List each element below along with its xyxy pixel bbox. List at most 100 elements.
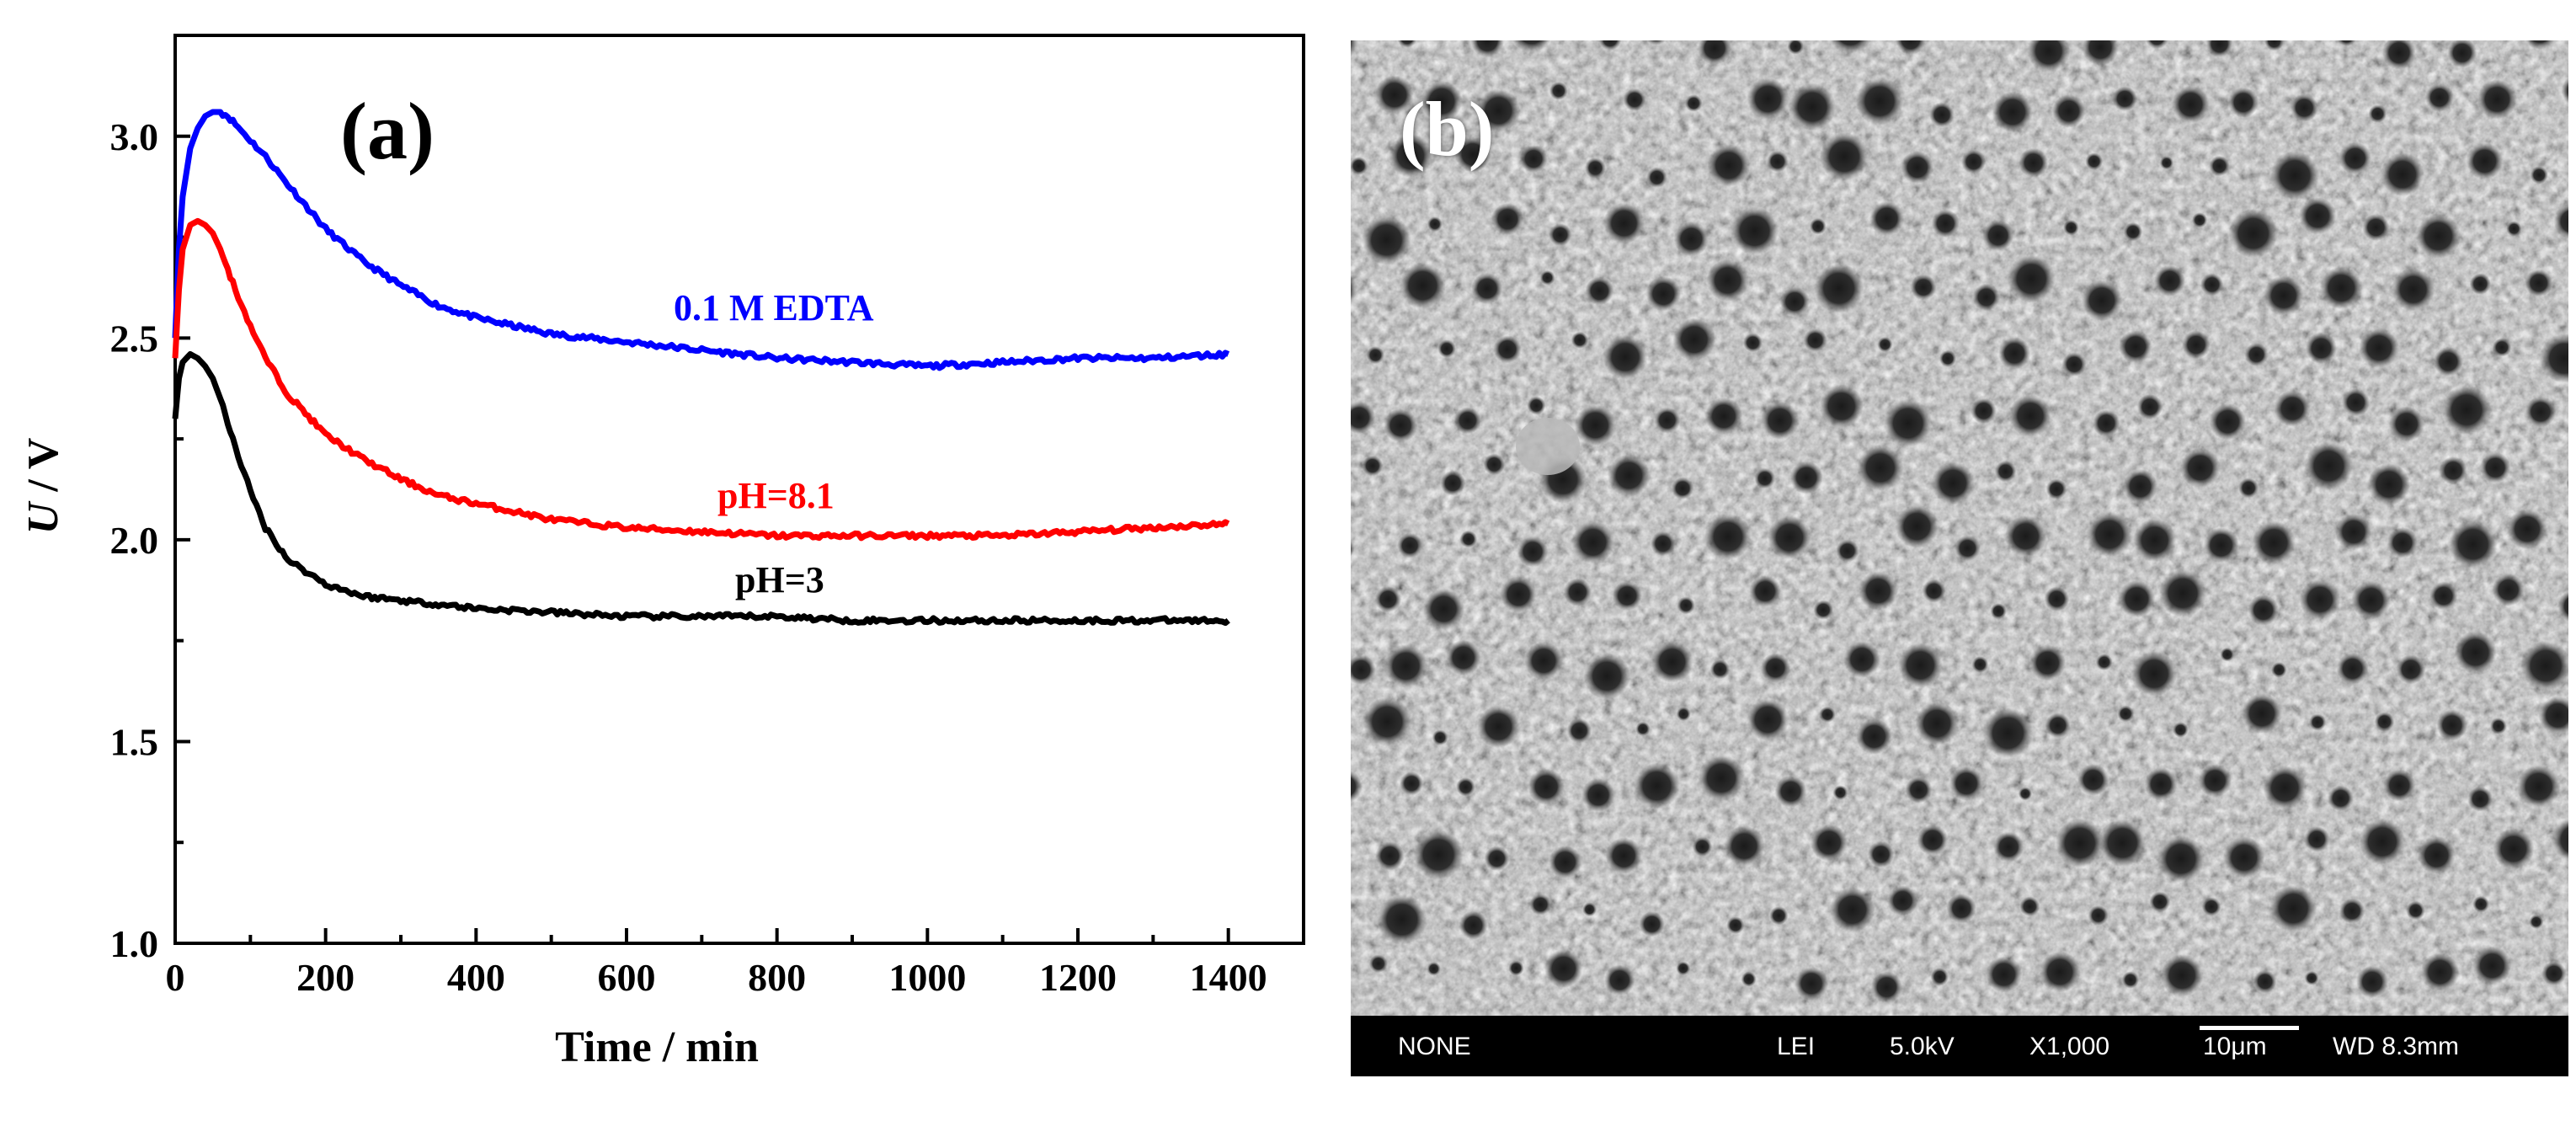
sem-detector: LEI: [1777, 1033, 1816, 1060]
sem-pore: [1376, 894, 1427, 945]
sem-pore: [1470, 40, 1504, 58]
sem-pore: [1539, 270, 1555, 286]
sem-pore: [2433, 346, 2463, 376]
sem-pore: [1766, 150, 1789, 173]
sem-pore: [2019, 896, 2040, 917]
sem-pore: [2082, 40, 2119, 66]
sem-pore: [2388, 406, 2424, 442]
sem-pore: [1645, 276, 1682, 312]
sem-pore: [2077, 764, 2109, 796]
sem-pore: [1677, 596, 1695, 615]
sem-pore: [2145, 40, 2168, 50]
sem-pore: [1810, 824, 1848, 862]
sem-pore: [2415, 213, 2461, 259]
sem-pore: [2007, 254, 2056, 303]
sem-pore: [2180, 447, 2221, 488]
sem-pore: [2227, 87, 2259, 118]
sem-pore: [2538, 696, 2568, 735]
sem-pore: [2418, 836, 2456, 874]
sem-pore: [1351, 401, 1376, 435]
sem-pore: [1483, 453, 1506, 476]
sem-pore: [1491, 203, 1524, 236]
sem-pore: [2244, 343, 2269, 366]
sem-pore: [1971, 398, 1997, 424]
sem-pore: [1931, 209, 1960, 238]
sem-pore: [2374, 712, 2395, 732]
sem-pore: [2525, 269, 2553, 297]
sem-pore: [1598, 40, 1622, 51]
sem-pore: [2099, 819, 2147, 867]
sem-pore: [1684, 94, 1703, 112]
sem-pore: [2439, 456, 2467, 485]
sem-pore: [2123, 222, 2143, 242]
sem-pore: [2045, 478, 2067, 500]
sem-pore: [1676, 961, 1691, 975]
sem-pore: [1895, 504, 1939, 548]
sem-pore: [1709, 659, 1731, 680]
sem-pore: [1813, 600, 1833, 620]
sem-micrograph: (b) NONE LEI 5.0kV X1,000 10μm WD 8.3mm: [1351, 40, 2568, 1076]
sem-pore: [1803, 328, 1827, 353]
sem-pore: [2387, 527, 2419, 558]
sem-pore: [1476, 88, 1520, 132]
y-axis-title-unit: / V: [19, 438, 67, 503]
sem-pore: [1351, 275, 1357, 303]
sem-pore: [2529, 915, 2544, 929]
sem-pore: [1500, 576, 1537, 613]
sem-pore: [2182, 330, 2211, 360]
sem-pore: [1870, 971, 1903, 1003]
sem-pore: [2424, 83, 2454, 112]
sem-pore: [2381, 152, 2424, 197]
sem-pore: [1603, 202, 1645, 244]
sem-pore: [1897, 643, 1943, 688]
sem-pore: [1603, 334, 1648, 380]
series-label-ph3: pH=3: [735, 559, 824, 601]
plot-area: 0 200 400 600 800 1000 1200 1400 1.0 1.5 2.0 2.5 3.0: [110, 34, 1305, 999]
sem-pore: [1645, 40, 1667, 45]
sem-pore: [2172, 85, 2210, 124]
sem-pore: [1459, 530, 1478, 548]
sem-pore: [2201, 897, 2221, 916]
sem-pore: [2269, 151, 2320, 200]
sem-pore: [2441, 385, 2492, 435]
sem-pore: [1456, 777, 1475, 797]
sem-pore: [2492, 338, 2512, 357]
sem-pore: [1972, 283, 2000, 312]
sem-pore: [2157, 835, 2205, 883]
sem-pore: [1549, 82, 1568, 100]
sem-pore: [2119, 330, 2152, 364]
sem-pore: [1982, 707, 2034, 759]
sem-pore: [1397, 40, 1417, 48]
sem-pore: [2540, 334, 2568, 383]
sem-pore: [1477, 705, 1520, 749]
sem-pore: [2004, 515, 2047, 558]
sem-pore: [1993, 831, 2024, 862]
sem-pore: [1400, 771, 1424, 796]
sem-pore: [2159, 156, 2174, 170]
sem-pore: [2121, 971, 2140, 989]
sem-magnification: X1,000: [2029, 1033, 2110, 1060]
sem-pore: [2493, 828, 2535, 870]
sem-pore: [2339, 141, 2371, 175]
sem-pore: [1905, 776, 1933, 803]
sem-pore: [1830, 887, 1875, 932]
sem-pore: [2406, 900, 2425, 921]
sem-pore: [1453, 407, 1481, 435]
sem-pore: [2447, 40, 2477, 68]
sem-pore: [2525, 40, 2555, 50]
sem-pore: [1747, 698, 1789, 741]
sem-pore: [2553, 203, 2568, 239]
sem-pore: [1651, 640, 1693, 683]
sem-pore: [2192, 212, 2208, 228]
sem-pore: [1869, 200, 1905, 237]
sem-pore: [1563, 578, 1592, 606]
sem-pore: [2525, 396, 2557, 428]
sem-pore: [1459, 910, 1488, 940]
sem-pore: [2356, 965, 2388, 998]
sem-pore: [1724, 825, 1765, 867]
sem-pore: [1741, 971, 1757, 987]
sem-pore: [1454, 136, 1491, 173]
sem-pore: [2339, 898, 2365, 924]
series-line-ph81: [172, 217, 1230, 542]
sem-pore: [2209, 155, 2230, 177]
